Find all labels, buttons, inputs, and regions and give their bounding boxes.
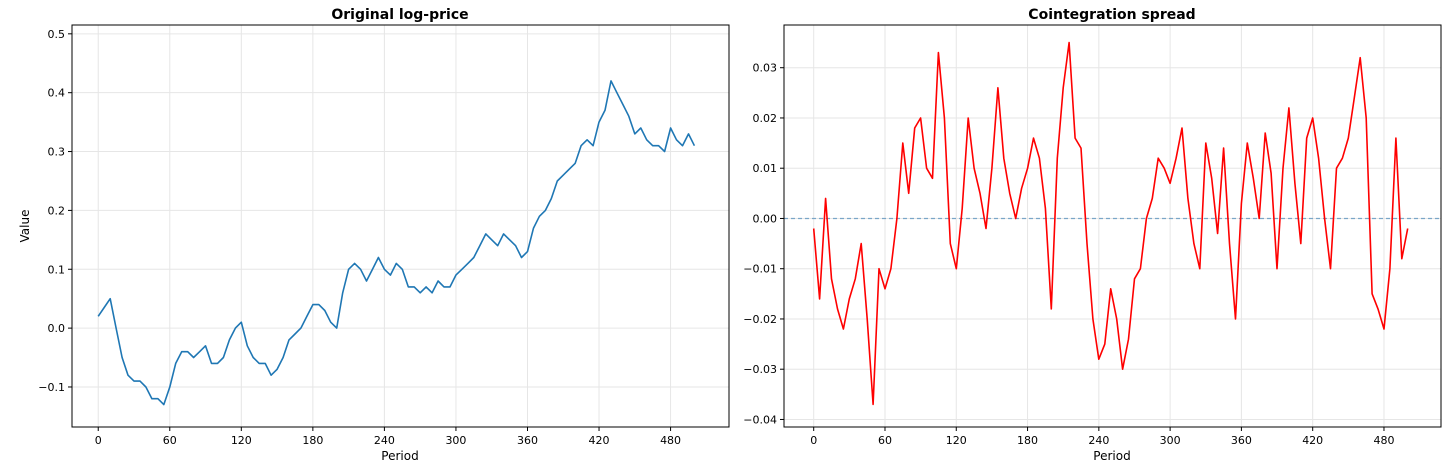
chart-log-price: Original log-price 0 60 120 180 240 300 360 420…: [18, 7, 730, 463]
chart-1-x-axis: 0 60 120 180 240 300 360 420 480: [95, 427, 681, 447]
y-tick-label: 0.3: [48, 146, 66, 159]
chart-2-title: Cointegration spread: [1028, 7, 1195, 23]
y-tick-label: −0.01: [743, 263, 777, 276]
y-tick-label: −0.1: [38, 381, 65, 394]
x-tick-label: 360: [1231, 434, 1252, 447]
y-tick-label: −0.04: [743, 413, 777, 426]
x-tick-label: 420: [1302, 434, 1323, 447]
y-tick-label: 0.00: [753, 212, 778, 225]
x-tick-label: 240: [1088, 434, 1109, 447]
series-line: [812, 41, 1409, 406]
y-tick-label: 0.2: [48, 204, 66, 217]
chart-1-grid: [72, 25, 729, 427]
chart-1-y-axis: −0.1 0.0 0.1 0.2 0.3 0.4 0.5: [38, 28, 72, 394]
chart-2-series: [812, 41, 1409, 406]
x-tick-label: 180: [302, 434, 323, 447]
x-tick-label: 0: [810, 434, 817, 447]
y-tick-label: 0.02: [753, 112, 778, 125]
chart-2-plot-frame: [783, 24, 1442, 428]
chart-1-series: [97, 80, 696, 406]
chart-2-x-axis: 0 60 120 180 240 300 360 420 480: [810, 427, 1394, 447]
x-tick-label: 120: [946, 434, 967, 447]
series-line: [97, 80, 696, 406]
y-tick-label: −0.03: [743, 363, 777, 376]
chart-1-y-axis-label: Value: [18, 210, 32, 243]
x-tick-label: 420: [589, 434, 610, 447]
y-tick-label: 0.0: [48, 322, 66, 335]
y-tick-label: −0.02: [743, 313, 777, 326]
x-tick-label: 60: [878, 434, 892, 447]
y-tick-label: 0.4: [48, 87, 66, 100]
y-tick-label: 0.5: [48, 28, 66, 41]
x-tick-label: 240: [374, 434, 395, 447]
chart-2-grid: [784, 25, 1441, 427]
y-tick-label: 0.1: [48, 263, 66, 276]
x-tick-label: 480: [1373, 434, 1394, 447]
y-tick-label: 0.01: [753, 162, 778, 175]
x-tick-label: 480: [660, 434, 681, 447]
y-tick-label: 0.03: [753, 62, 778, 75]
x-tick-label: 180: [1017, 434, 1038, 447]
chart-1-title: Original log-price: [331, 7, 468, 23]
x-tick-label: 0: [95, 434, 102, 447]
chart-2-y-axis: −0.04 −0.03 −0.02 −0.01 0.00 0.01 0.02 0.03: [743, 62, 784, 426]
chart-1-plot-frame: [71, 24, 730, 428]
x-tick-label: 300: [1160, 434, 1181, 447]
x-tick-label: 120: [231, 434, 252, 447]
chart-2-x-axis-label: Period: [1093, 449, 1130, 463]
x-tick-label: 60: [163, 434, 177, 447]
chart-cointegration-spread: Cointegration spread 0 60 120 180 240 300 360 4…: [743, 7, 1442, 463]
chart-1-x-axis-label: Period: [381, 449, 418, 463]
x-tick-label: 360: [517, 434, 538, 447]
x-tick-label: 300: [445, 434, 466, 447]
